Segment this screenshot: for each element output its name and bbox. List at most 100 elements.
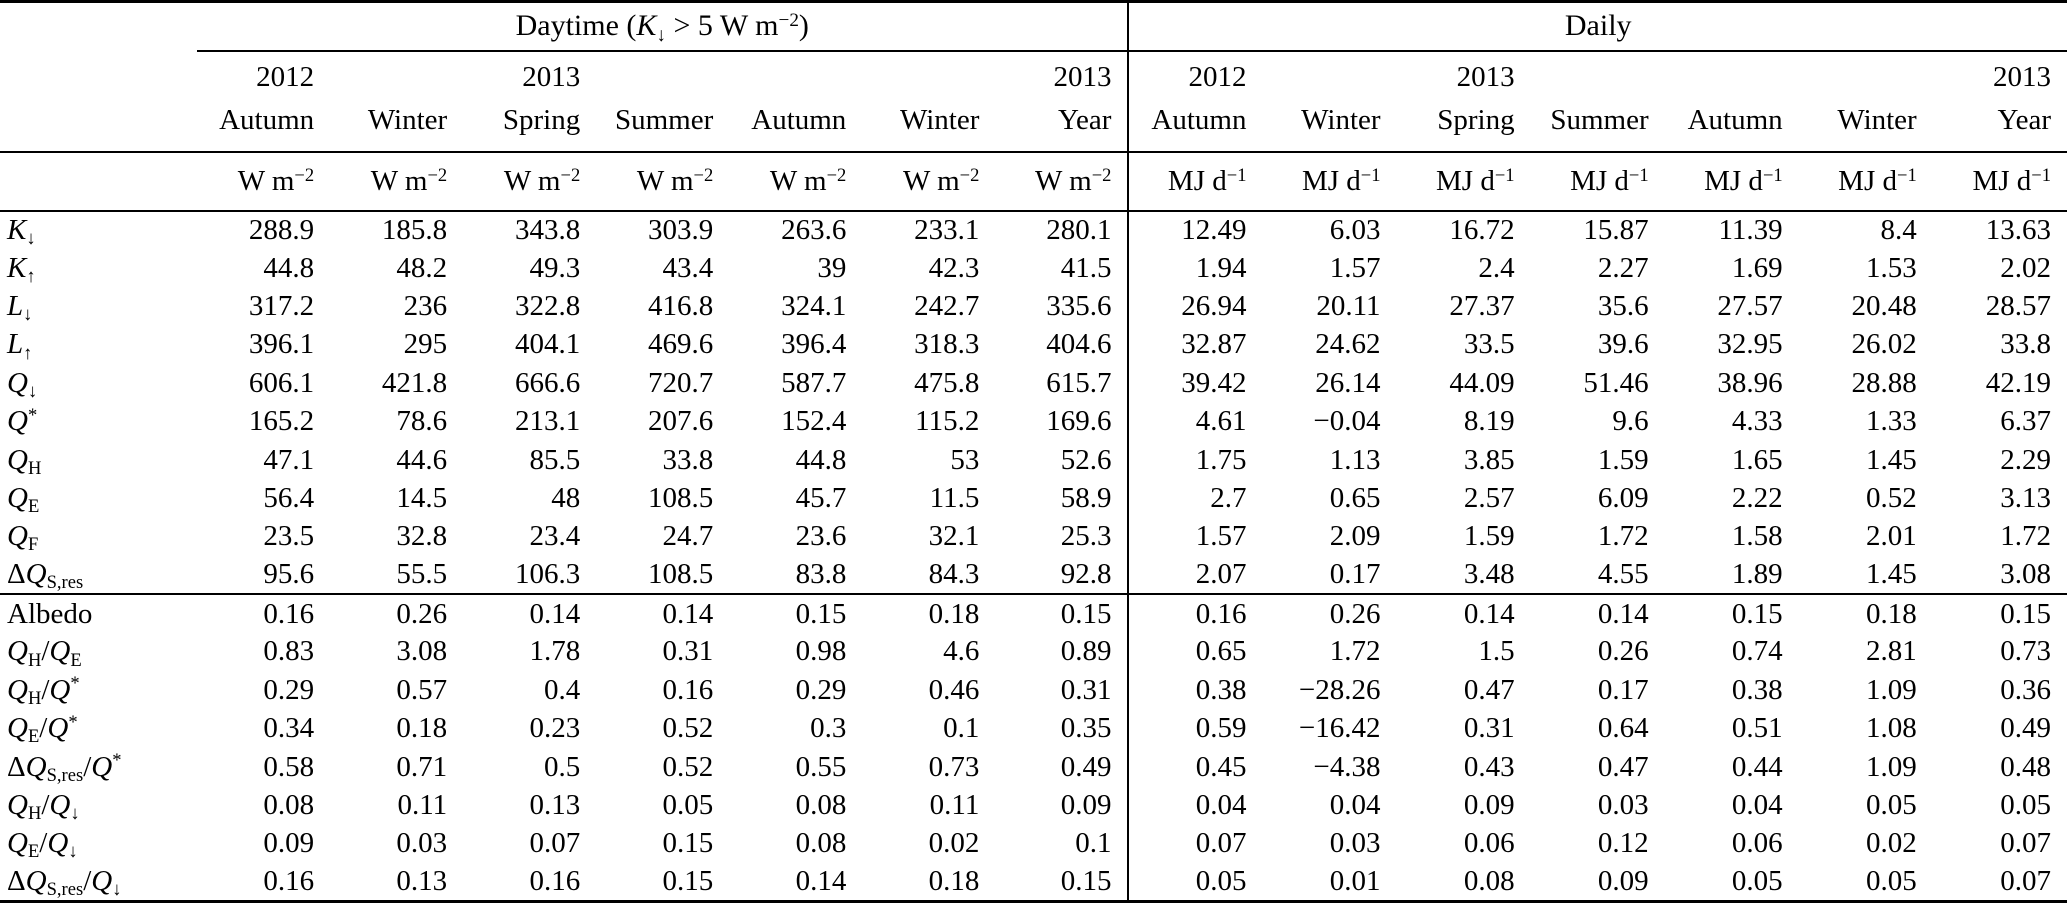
value-cell: 0.34 [263,712,315,745]
value-cell: 8.4 [1880,213,1917,246]
value-cell: 0.07 [2000,827,2051,860]
value-cell: 0.38 [1731,673,1783,706]
value-cell: 666.6 [514,366,581,399]
column-season: Summer [1550,104,1649,137]
table-row-QE-over-Qdown: QE/Q↓ 0.09 0.03 0.07 0.15 0.08 0.02 0.1 0.07 0.03… [0,824,2067,863]
column-header-daily-spring: 2013 Spring [1396,50,1531,153]
value-cell: 263.6 [781,213,847,246]
value-cell: 0.65 [1329,481,1381,514]
value-cell: 0.26 [1262,593,1397,633]
column-year: 2013 [1456,60,1515,93]
column-season: Year [1997,104,2051,137]
value-cell: 185.8 [381,213,448,246]
value-cell: 0.15 [729,593,863,633]
value-cell: 396.4 [781,328,847,361]
value-cell: 26.02 [1851,328,1917,361]
value-cell: 12.49 [1127,210,1263,249]
value-cell: 92.8 [1060,558,1112,591]
value-cell: 1.58 [1731,520,1783,553]
column-year [730,56,846,100]
value-cell: 52.6 [1060,443,1112,476]
value-cell: 0.16 [263,864,315,897]
value-cell: 9.6 [1612,405,1649,438]
value-cell: 14.5 [396,481,448,514]
value-cell: 207.6 [648,405,714,438]
value-cell: 0.49 [1060,750,1112,783]
table-row-albedo: Albedo 0.16 0.26 0.14 0.14 0.15 0.18 0.15 0.16 0.… [0,593,2067,633]
value-cell: 23.4 [529,520,581,553]
value-cell: 26.94 [1127,287,1263,326]
row-label-Q-F: QF [7,520,39,556]
row-label-Q-star: Q* [7,404,38,438]
value-cell: 288.9 [248,213,315,246]
value-cell: 0.29 [795,673,847,706]
value-cell: 0.01 [1329,864,1381,897]
value-cell: 26.14 [1315,366,1381,399]
table-row-Q-E: QE 56.4 14.5 48 108.5 45.7 11.5 58.9 2.7 0.65 2.57… [0,479,2067,518]
value-cell: 0.08 [263,788,315,821]
value-cell: 16.72 [1449,213,1515,246]
units-row: W m−2 W m−2 W m−2 W m−2 W m−2 W m−2 W m−2 MJ d−… [0,151,2067,212]
unit-cell: W m−2 [463,151,597,212]
column-header-daily-winter: Winter [1798,50,1933,153]
column-header-daily-autumn: 2012 Autumn [1127,50,1263,153]
value-cell: 2.29 [2000,443,2051,476]
value-cell: 2.02 [2000,251,2051,284]
row-label-Q-H: QH [7,443,42,479]
value-cell: 1.59 [1597,443,1649,476]
row-label-albedo: Albedo [0,593,198,633]
value-cell: 1.72 [1329,635,1381,668]
value-cell: 106.3 [514,558,581,591]
unit-cell: W m−2 [729,151,863,212]
value-cell: 38.96 [1717,366,1783,399]
value-cell: 35.6 [1597,290,1649,322]
unit-cell: MJ d−1 [1127,151,1263,212]
value-cell: 15.87 [1583,213,1649,246]
value-cell: 0.03 [1329,827,1381,860]
value-cell: 0.15 [995,593,1129,633]
value-cell: 2.01 [1865,520,1917,553]
value-cell: 0.1 [1075,827,1112,860]
value-cell: −16.42 [1298,712,1381,745]
value-cell: 0.4 [543,673,581,706]
value-cell: 1.08 [1865,712,1917,745]
value-cell: 41.5 [1060,251,1112,284]
value-cell: 0.15 [1664,593,1799,633]
value-cell: 0.17 [1597,673,1649,706]
value-cell: 0.14 [1530,593,1665,633]
column-year: 2012 [1188,60,1247,93]
table-row-dQ-S-res: ΔQS,res 95.6 55.5 106.3 108.5 83.8 84.3 92.8 2.0… [0,555,2067,595]
value-cell: 0.74 [1731,635,1783,668]
row-label-dQS-over-Qstar: ΔQS,res/Q* [7,750,122,786]
unit-cell: W m−2 [330,151,464,212]
value-cell: 169.6 [1046,405,1112,438]
value-cell: 11.39 [1718,213,1783,246]
column-season: Autumn [751,104,847,137]
value-cell: 3.85 [1463,443,1515,476]
row-label-Q-E: QE [7,481,40,518]
value-cell: 0.58 [263,750,315,783]
value-cell: 0.16 [529,864,581,897]
value-cell: 0.51 [1731,712,1783,745]
value-cell: 318.3 [914,328,980,361]
value-cell: 1.33 [1865,405,1917,438]
value-cell: 2.22 [1731,481,1783,514]
table-row-Q-down: Q↓ 606.1 421.8 666.6 720.7 587.7 475.8 615.7 39.… [0,364,2067,403]
value-cell: 0.03 [396,827,448,860]
value-cell: 0.52 [662,750,714,783]
unit-cell: W m−2 [862,151,996,212]
value-cell: 615.7 [1046,366,1112,399]
value-cell: 0.08 [1463,864,1515,897]
value-cell: 20.48 [1851,290,1917,322]
value-cell: 0.48 [2000,750,2051,783]
value-cell: 33.8 [2000,328,2051,361]
value-cell: 115.2 [915,405,980,438]
unit-cell: MJ d−1 [1798,151,1933,212]
table-row-L-down: L↓ 317.2 236 322.8 416.8 324.1 242.7 335.6 26.94… [0,287,2067,326]
value-cell: 11.5 [929,481,980,514]
value-cell: 416.8 [648,290,714,322]
value-cell: 24.62 [1315,328,1381,361]
row-label-dQ-S-res: ΔQS,res [7,558,84,594]
